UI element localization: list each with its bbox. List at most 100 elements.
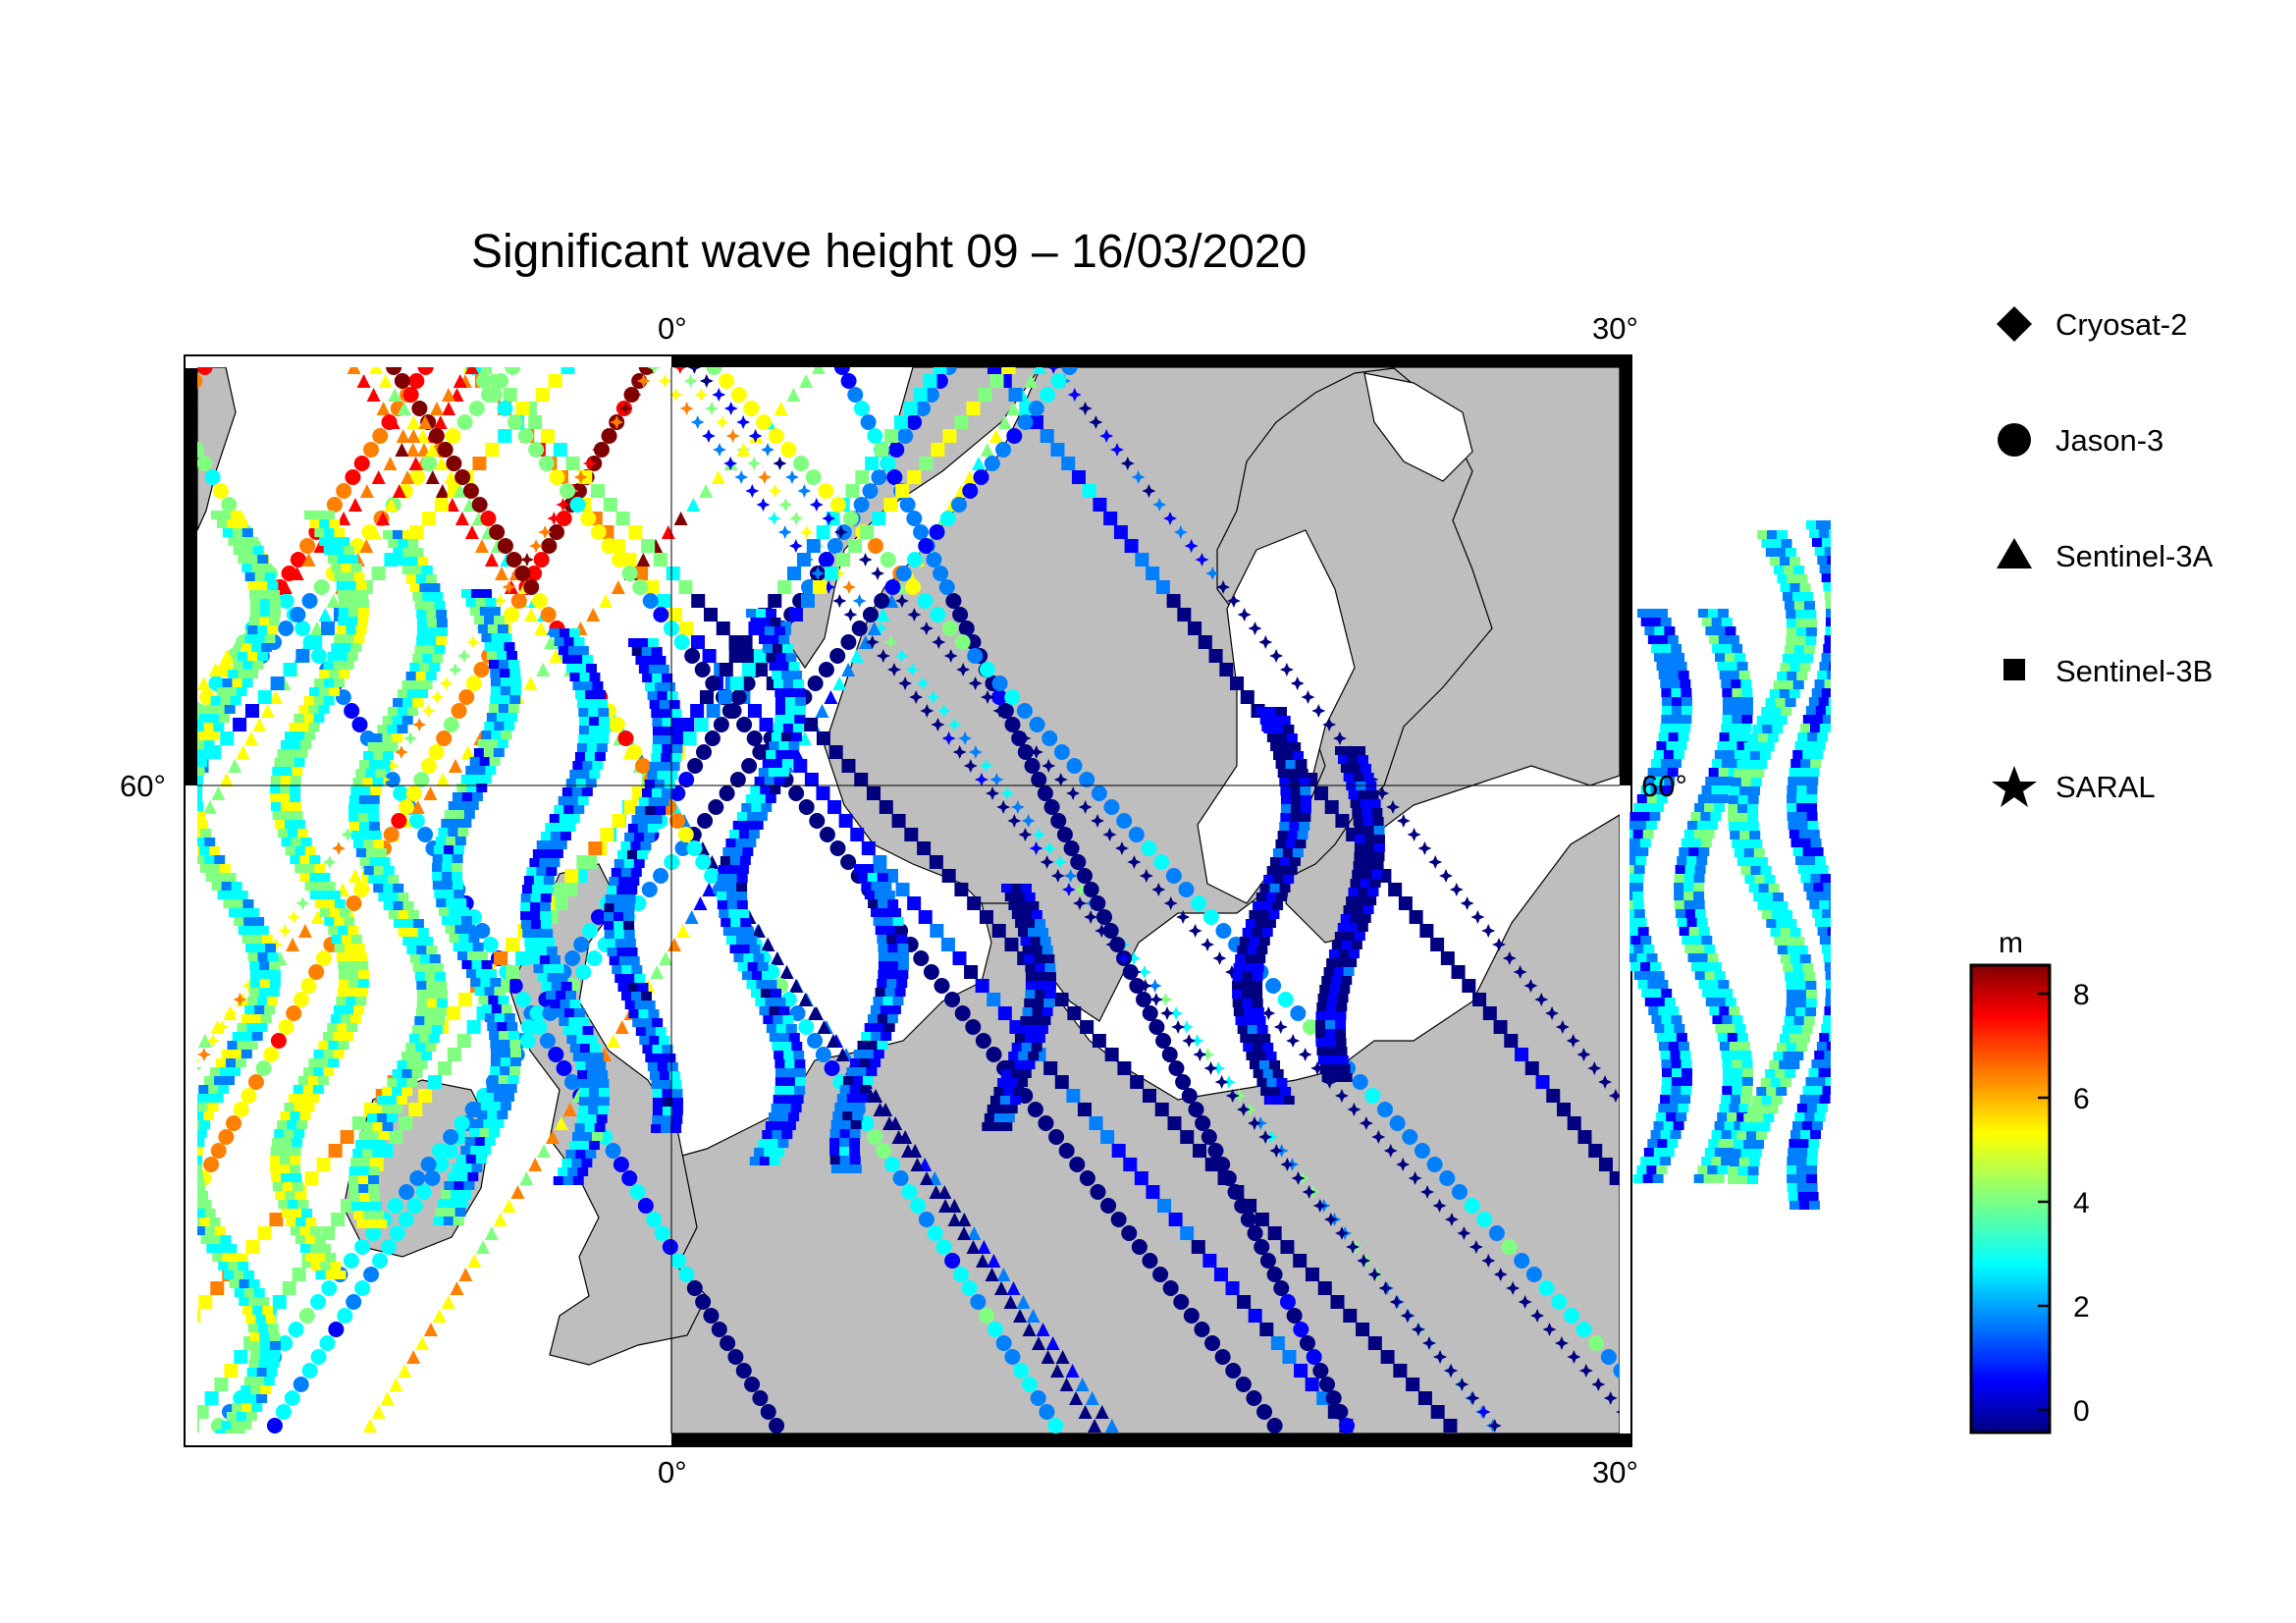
swath-segment — [1704, 803, 1716, 812]
swath-segment — [1785, 698, 1796, 707]
swath-segment — [1295, 760, 1307, 769]
track-marker — [1059, 1378, 1074, 1391]
track-marker — [1616, 1410, 1620, 1414]
swath-segment — [1681, 715, 1692, 724]
swath-segment — [1647, 1139, 1659, 1148]
track-marker — [874, 593, 890, 609]
track-marker — [1184, 539, 1199, 553]
track-marker — [1085, 1391, 1099, 1405]
swath-segment — [1729, 671, 1740, 679]
swath-segment — [1640, 936, 1652, 945]
track-marker — [1078, 1405, 1093, 1419]
track-marker — [888, 442, 905, 458]
swath-segment — [327, 652, 339, 661]
swath-segment — [396, 1096, 407, 1105]
swath-segment — [397, 725, 408, 733]
swath-segment — [760, 989, 772, 998]
swath-segment — [662, 1045, 673, 1054]
swath-segment — [1749, 1122, 1761, 1131]
swath-segment — [1806, 1104, 1818, 1112]
swath-segment — [1803, 883, 1815, 892]
swath-segment — [1807, 1148, 1819, 1157]
track-marker — [1305, 1378, 1319, 1391]
swath-segment — [1681, 1086, 1692, 1095]
swath-segment — [199, 864, 211, 873]
swath-segment — [1024, 1034, 1036, 1043]
swath-segment — [347, 988, 358, 997]
swath-segment — [1799, 954, 1811, 963]
swath-segment — [594, 1123, 606, 1132]
swath-segment — [217, 891, 229, 899]
swath-segment — [1643, 1148, 1655, 1157]
swath-segment — [1280, 742, 1292, 751]
track-marker — [1037, 785, 1053, 801]
track-marker — [986, 1047, 1002, 1062]
swath-segment — [241, 528, 253, 537]
swath-segment — [1737, 804, 1749, 813]
swath-segment — [197, 1147, 203, 1156]
track-marker — [817, 1020, 831, 1034]
swath-segment — [266, 1368, 278, 1377]
swath-segment — [1279, 822, 1291, 831]
track-marker — [952, 745, 967, 759]
swath-segment — [347, 617, 359, 625]
swath-segment — [297, 1200, 309, 1209]
swath-segment — [743, 953, 755, 962]
swath-segment — [244, 1005, 256, 1014]
swath-segment — [1365, 896, 1377, 905]
swath-segment — [1633, 909, 1645, 918]
legend-label-cryosat-2: Cryosat-2 — [2056, 307, 2187, 342]
swath-segment — [259, 961, 271, 970]
track-marker — [798, 993, 813, 1006]
swath-segment — [1287, 769, 1299, 778]
swath-segment — [588, 708, 600, 717]
track-marker — [547, 512, 561, 525]
swath-segment — [1644, 998, 1656, 1006]
swath-segment — [257, 652, 269, 661]
track-marker — [542, 1005, 559, 1021]
swath-segment — [1351, 941, 1362, 949]
swath-segment — [197, 1138, 205, 1147]
swath-segment — [494, 987, 506, 996]
swath-segment — [1319, 985, 1331, 994]
swath-segment — [1802, 1121, 1814, 1130]
swath-segment — [1337, 1055, 1349, 1064]
swath-segment — [1253, 963, 1264, 972]
swath-segment — [487, 1022, 499, 1031]
swath-segment — [1025, 990, 1037, 999]
swath-segment — [272, 811, 284, 820]
track-marker — [494, 567, 508, 580]
swath-segment — [774, 1059, 786, 1068]
swath-segment — [240, 1421, 252, 1430]
swath-segment — [609, 956, 620, 965]
swath-segment — [1711, 1130, 1723, 1139]
swath-segment — [769, 635, 780, 644]
swath-segment — [218, 714, 230, 723]
track-marker — [331, 841, 346, 855]
track-marker — [1024, 758, 1041, 774]
track-marker — [904, 579, 921, 595]
swath-segment — [755, 998, 767, 1006]
swath-segment — [846, 1094, 858, 1103]
swath-segment — [1741, 839, 1753, 848]
track-marker — [1270, 1336, 1285, 1350]
swath-segment — [1727, 1112, 1738, 1121]
swath-segment — [433, 1217, 445, 1225]
track-marker — [904, 828, 919, 841]
track-marker — [288, 1322, 304, 1337]
swath-segment — [240, 1050, 252, 1058]
track-marker — [1481, 1254, 1496, 1268]
track-marker — [458, 1268, 473, 1281]
swath-segment — [319, 519, 331, 528]
swath-segment — [498, 704, 509, 713]
swath-segment — [441, 1190, 453, 1199]
swath-segment — [1642, 1174, 1654, 1183]
swath-segment — [202, 1094, 214, 1103]
swath-segment — [642, 674, 654, 682]
swath-segment — [282, 811, 294, 820]
swath-segment — [1354, 932, 1365, 941]
swath-segment — [239, 1279, 250, 1288]
swath-segment — [1741, 706, 1753, 715]
track-marker — [1317, 1281, 1332, 1295]
track-marker — [340, 1130, 354, 1144]
